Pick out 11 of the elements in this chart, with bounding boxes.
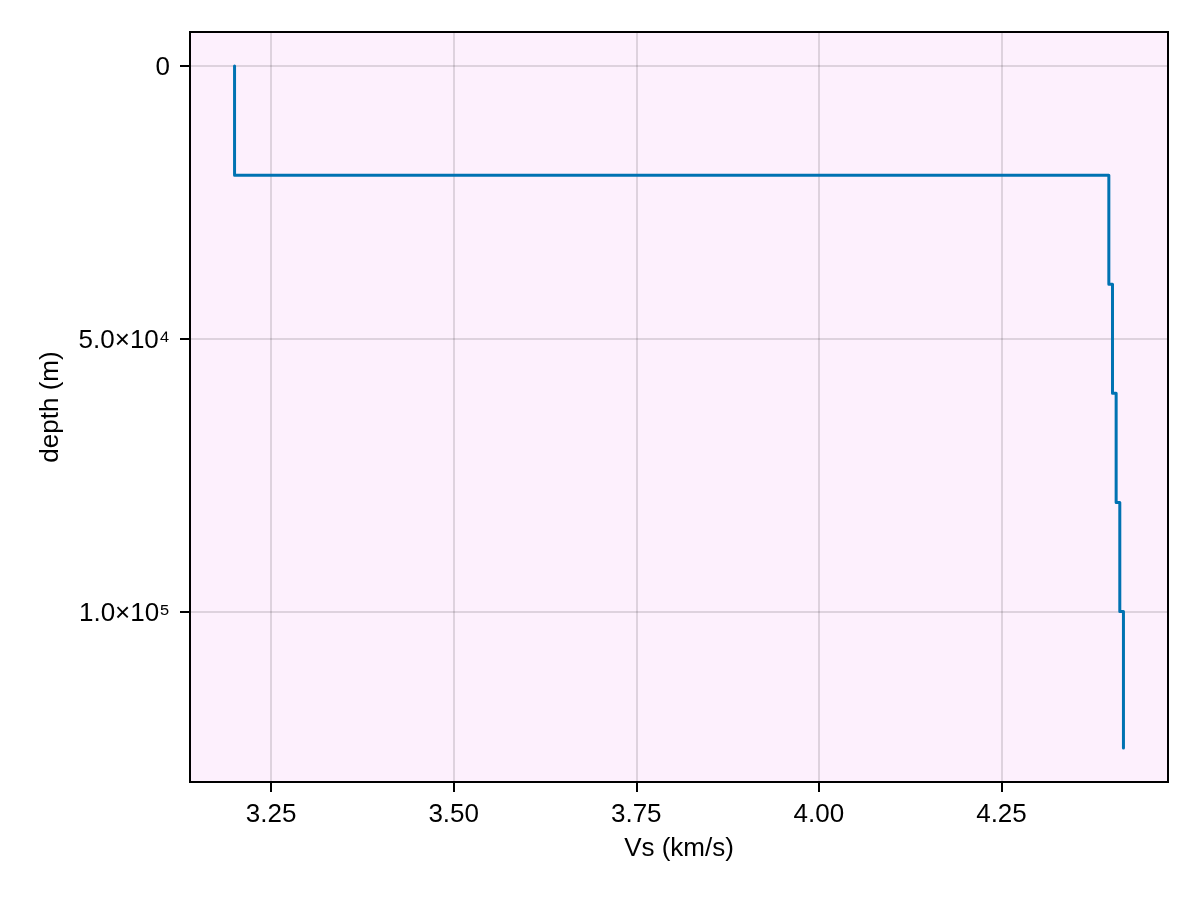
y-tick-label: 5.0×10⁴ [78, 323, 170, 354]
x-axis-title: Vs (km/s) [624, 832, 734, 862]
x-tick-label: 3.25 [245, 798, 297, 828]
y-tick-label: 1.0×10⁵ [78, 596, 170, 627]
line-series [233, 64, 1125, 750]
x-tick-label: 4.00 [793, 798, 845, 828]
x-tick-label: 3.50 [428, 798, 479, 828]
y-axis-title: depth (m) [34, 351, 64, 463]
y-tick-label: 0 [155, 51, 170, 82]
x-tick-label: 3.75 [610, 798, 662, 828]
x-tick-label: 4.25 [976, 798, 1027, 828]
